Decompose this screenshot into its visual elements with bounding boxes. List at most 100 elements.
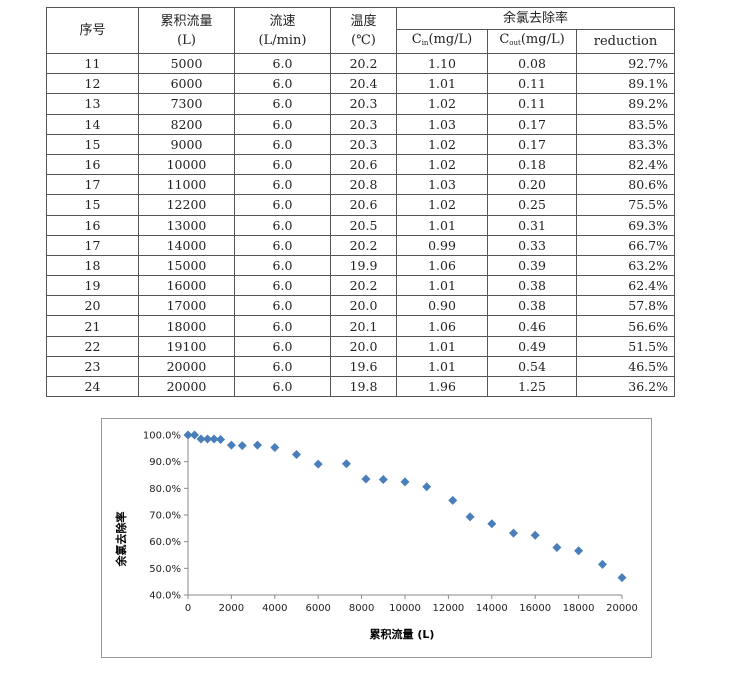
cell-flow: 14000 bbox=[138, 234, 235, 256]
cell-speed: 6.0 bbox=[234, 174, 331, 196]
cell-reduction: 51.5% bbox=[576, 335, 675, 357]
cell-speed: 6.0 bbox=[234, 355, 331, 378]
x-tick-label: 10000 bbox=[389, 603, 421, 614]
cell-cout: 0.54 bbox=[487, 355, 577, 378]
cell-flow: 12200 bbox=[138, 194, 235, 216]
cell-cout: 0.38 bbox=[487, 295, 577, 317]
cell-reduction: 75.5% bbox=[576, 194, 675, 216]
x-tick-label: 12000 bbox=[432, 603, 464, 614]
data-point bbox=[487, 519, 497, 529]
data-point bbox=[313, 459, 323, 469]
x-tick-label: 20000 bbox=[606, 603, 638, 614]
cell-temp: 19.6 bbox=[330, 355, 397, 378]
cell-cin: 1.01 bbox=[396, 335, 488, 357]
header-chlorine-removal: 余氯去除率 bbox=[396, 7, 675, 30]
cell-temp: 19.8 bbox=[330, 375, 397, 398]
x-tick-label: 0 bbox=[185, 603, 191, 614]
cell-flow: 6000 bbox=[138, 73, 235, 95]
table-row: 16 13000 6.0 20.5 1.01 0.31 69.3% bbox=[46, 214, 675, 236]
cell-reduction: 66.7% bbox=[576, 234, 675, 256]
scatter-chart: 0 2000 4000 6000 8000 10000 12000 14000 16000 180… bbox=[114, 430, 638, 641]
x-tick-label: 4000 bbox=[262, 603, 287, 614]
cell-flow: 20000 bbox=[138, 375, 235, 398]
cell-seq: 19 bbox=[46, 275, 139, 297]
cell-seq: 16 bbox=[46, 214, 139, 236]
cell-reduction: 62.4% bbox=[576, 275, 675, 297]
cell-cin: 1.03 bbox=[396, 174, 488, 196]
cell-temp: 20.3 bbox=[330, 113, 397, 135]
data-point bbox=[617, 573, 627, 583]
cell-flow: 5000 bbox=[138, 52, 235, 75]
table-row: 17 11000 6.0 20.8 1.03 0.20 80.6% bbox=[46, 174, 675, 196]
cell-reduction: 83.3% bbox=[576, 133, 675, 155]
x-tick-label: 8000 bbox=[349, 603, 374, 614]
cell-flow: 17000 bbox=[138, 295, 235, 317]
cell-speed: 6.0 bbox=[234, 113, 331, 135]
cell-cin: 1.01 bbox=[396, 355, 488, 378]
cell-flow: 18000 bbox=[138, 315, 235, 337]
x-tick-label: 18000 bbox=[563, 603, 595, 614]
cell-temp: 20.6 bbox=[330, 194, 397, 216]
data-point bbox=[552, 543, 562, 553]
x-tick-label: 6000 bbox=[305, 603, 330, 614]
cell-speed: 6.0 bbox=[234, 335, 331, 357]
table-row: 13 7300 6.0 20.3 1.02 0.11 89.2% bbox=[46, 93, 675, 115]
table-row: 23 20000 6.0 19.6 1.01 0.54 46.5% bbox=[46, 355, 675, 378]
y-tick-label: 60.0% bbox=[149, 537, 181, 548]
cell-flow: 20000 bbox=[138, 355, 235, 378]
data-point bbox=[190, 430, 200, 440]
cell-cout: 0.38 bbox=[487, 275, 577, 297]
cell-seq: 17 bbox=[46, 174, 139, 196]
header-speed: 流速 (L/min) bbox=[234, 7, 331, 54]
cell-temp: 20.0 bbox=[330, 295, 397, 317]
data-point bbox=[574, 546, 584, 556]
cell-cout: 0.20 bbox=[487, 174, 577, 196]
cell-reduction: 46.5% bbox=[576, 355, 675, 378]
cell-cout: 0.31 bbox=[487, 214, 577, 236]
y-tick-label: 40.0% bbox=[149, 591, 181, 602]
cell-seq: 18 bbox=[46, 254, 139, 277]
cell-speed: 6.0 bbox=[234, 153, 331, 176]
cell-reduction: 89.1% bbox=[576, 73, 675, 95]
cell-speed: 6.0 bbox=[234, 133, 331, 155]
cell-cout: 0.49 bbox=[487, 335, 577, 357]
cell-cout: 0.25 bbox=[487, 194, 577, 216]
cell-reduction: 92.7% bbox=[576, 52, 675, 75]
cell-seq: 23 bbox=[46, 355, 139, 378]
data-point bbox=[196, 434, 206, 444]
cell-cout: 0.39 bbox=[487, 254, 577, 277]
cell-cin: 1.06 bbox=[396, 254, 488, 277]
cell-seq: 20 bbox=[46, 295, 139, 317]
data-point bbox=[341, 459, 351, 469]
table-row: 17 14000 6.0 20.2 0.99 0.33 66.7% bbox=[46, 234, 675, 256]
header-flow: 累积流量 (L) bbox=[138, 7, 235, 54]
table-row: 12 6000 6.0 20.4 1.01 0.11 89.1% bbox=[46, 73, 675, 95]
table-row: 19 16000 6.0 20.2 1.01 0.38 62.4% bbox=[46, 275, 675, 297]
cell-flow: 16000 bbox=[138, 275, 235, 297]
chart-axes: 0 2000 4000 6000 8000 10000 12000 14000 16000 180… bbox=[143, 431, 638, 615]
table-row: 20 17000 6.0 20.0 0.90 0.38 57.8% bbox=[46, 295, 675, 317]
cell-temp: 20.6 bbox=[330, 153, 397, 176]
cell-cout: 0.46 bbox=[487, 315, 577, 337]
cell-cin: 1.10 bbox=[396, 52, 488, 75]
cell-cin: 1.02 bbox=[396, 133, 488, 155]
cell-temp: 20.0 bbox=[330, 335, 397, 357]
cell-speed: 6.0 bbox=[234, 315, 331, 337]
cell-seq: 17 bbox=[46, 234, 139, 256]
cell-seq: 21 bbox=[46, 315, 139, 337]
data-point bbox=[509, 528, 518, 538]
cell-temp: 20.2 bbox=[330, 234, 397, 256]
cell-speed: 6.0 bbox=[234, 275, 331, 297]
cell-cin: 1.01 bbox=[396, 73, 488, 95]
table-body: 11 5000 6.0 20.2 1.10 0.08 92.7% 12 6000 6.0 20.4 1… bbox=[46, 52, 675, 398]
data-point bbox=[448, 495, 458, 505]
chart-points bbox=[183, 430, 627, 583]
cell-cin: 0.99 bbox=[396, 234, 488, 256]
data-point bbox=[237, 441, 247, 451]
data-point bbox=[292, 449, 301, 459]
cell-temp: 20.3 bbox=[330, 93, 397, 115]
cell-speed: 6.0 bbox=[234, 52, 331, 75]
cell-seq: 11 bbox=[46, 52, 139, 75]
cell-flow: 9000 bbox=[138, 133, 235, 155]
data-point bbox=[270, 443, 280, 453]
